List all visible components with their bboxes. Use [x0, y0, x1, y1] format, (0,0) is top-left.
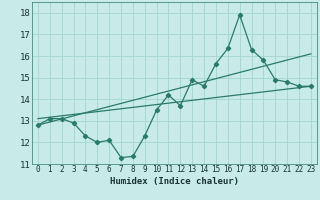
- X-axis label: Humidex (Indice chaleur): Humidex (Indice chaleur): [110, 177, 239, 186]
